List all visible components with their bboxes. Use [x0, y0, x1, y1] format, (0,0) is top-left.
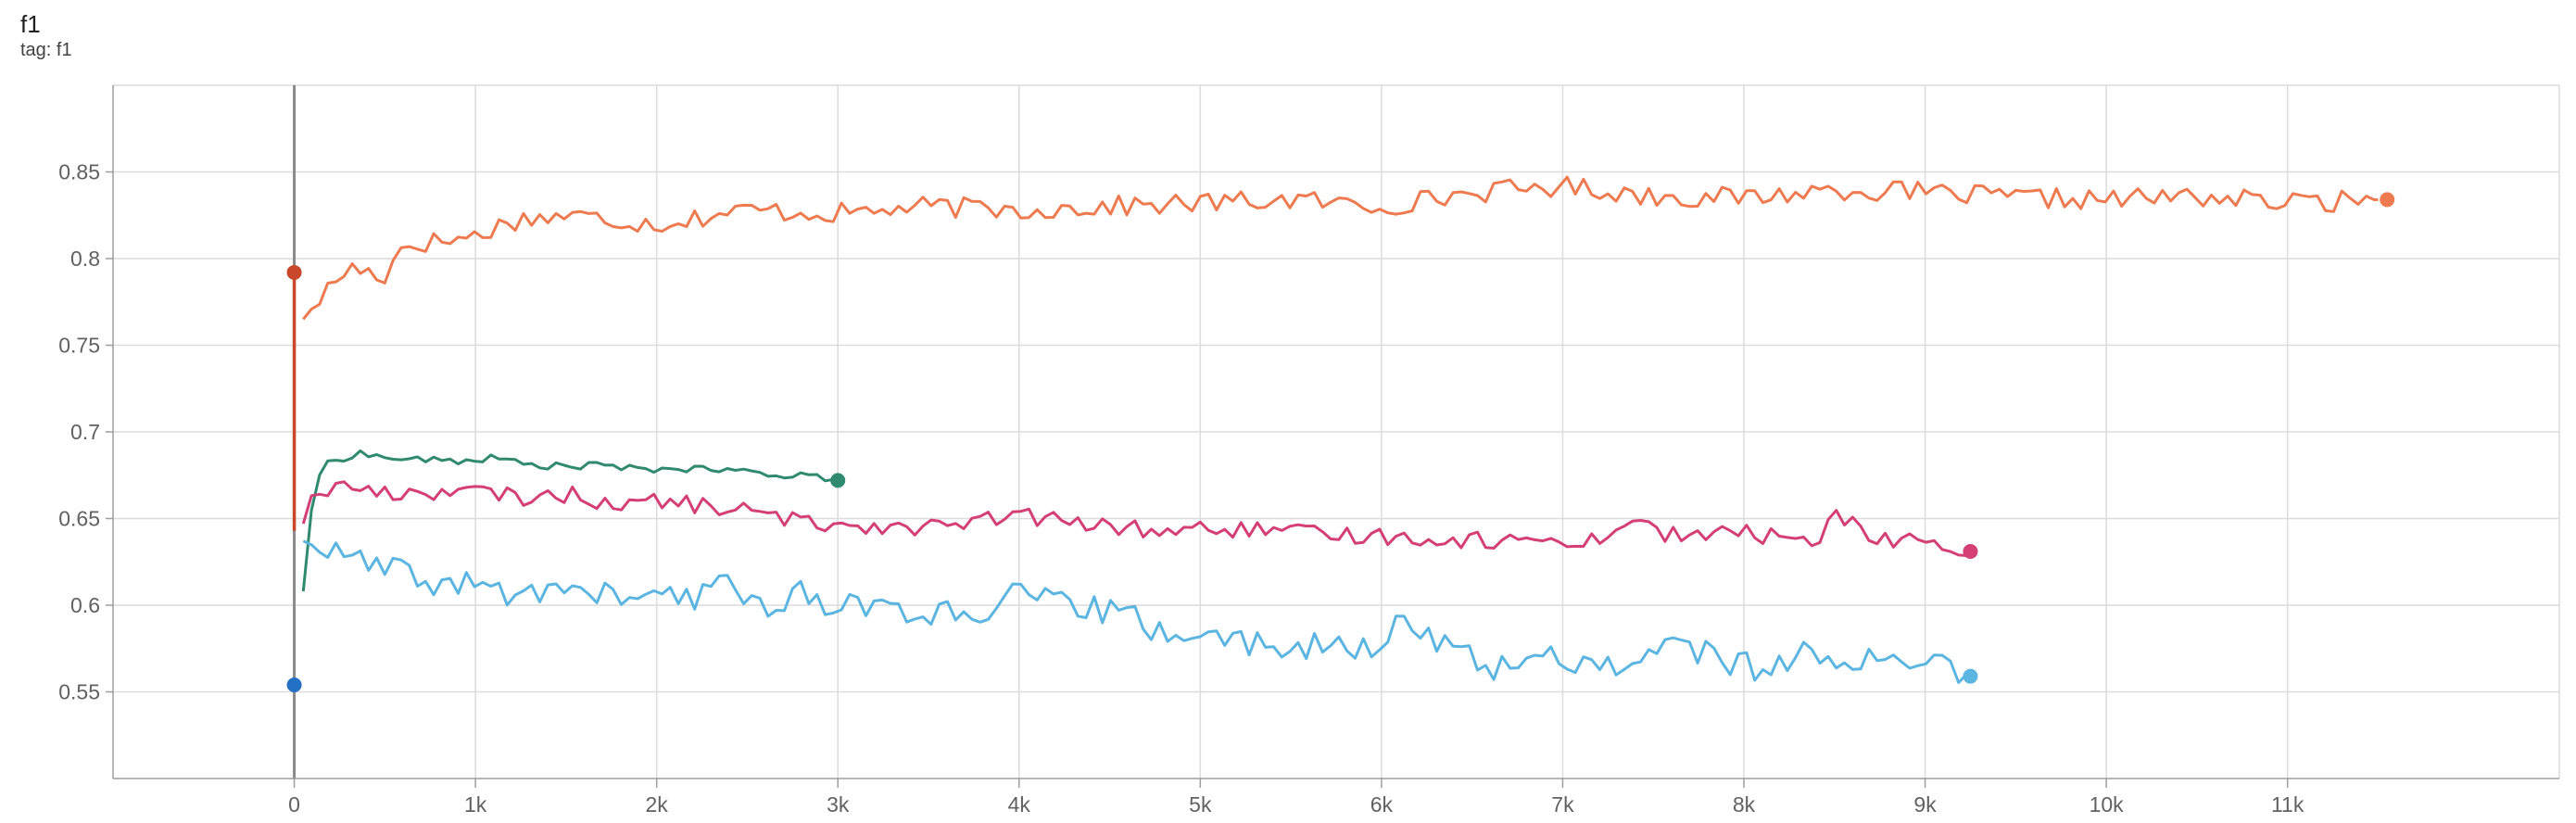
x-tick-label: 9k — [1913, 792, 1937, 817]
grid — [113, 84, 2560, 779]
series-end-point-1 — [830, 473, 846, 488]
x-tick-label: 4k — [1008, 792, 1031, 817]
y-tick-label: 0.85 — [58, 160, 100, 184]
x-tick-label: 0 — [288, 792, 300, 817]
series-end-point-0 — [2380, 192, 2395, 208]
series-end-point-2 — [1963, 544, 1978, 560]
marker-layer — [286, 192, 2395, 693]
y-tick-label: 0.8 — [70, 247, 100, 271]
series-end-point-3 — [1963, 668, 1978, 684]
y-tick-label: 0.75 — [58, 334, 100, 358]
series-line-0 — [302, 175, 2379, 321]
series-end-point-5 — [286, 677, 302, 693]
chart-tag: tag: f1 — [20, 40, 72, 60]
x-tick-label: 6k — [1370, 792, 1394, 817]
x-tick-label: 5k — [1189, 792, 1212, 817]
series-end-point-4 — [286, 264, 302, 280]
series-layer — [292, 175, 2379, 684]
y-tick-label: 0.7 — [70, 420, 100, 444]
series-line-3 — [302, 539, 1972, 684]
y-tick-label: 0.6 — [70, 593, 100, 617]
x-tick-label: 8k — [1733, 792, 1756, 817]
chart-header: f1 tag: f1 — [20, 9, 72, 61]
series-line-1 — [301, 449, 839, 592]
x-tick-label: 3k — [827, 792, 850, 817]
series-line-2 — [301, 480, 1972, 557]
y-tick-label: 0.55 — [58, 680, 100, 704]
y-tick-label: 0.65 — [58, 507, 100, 531]
x-tick-label: 7k — [1551, 792, 1574, 817]
axes: 0.55 0.6 0.65 0.7 0.75 0.8 0.85 0 1k 2k 3k 4k 5k 6k 7k… — [58, 85, 2559, 817]
x-tick-label: 1k — [464, 792, 487, 817]
x-tick-label: 10k — [2090, 792, 2125, 817]
chart-title: f1 — [20, 10, 41, 38]
x-tick-label: 2k — [646, 792, 669, 817]
x-tick-label: 11k — [2271, 792, 2305, 817]
